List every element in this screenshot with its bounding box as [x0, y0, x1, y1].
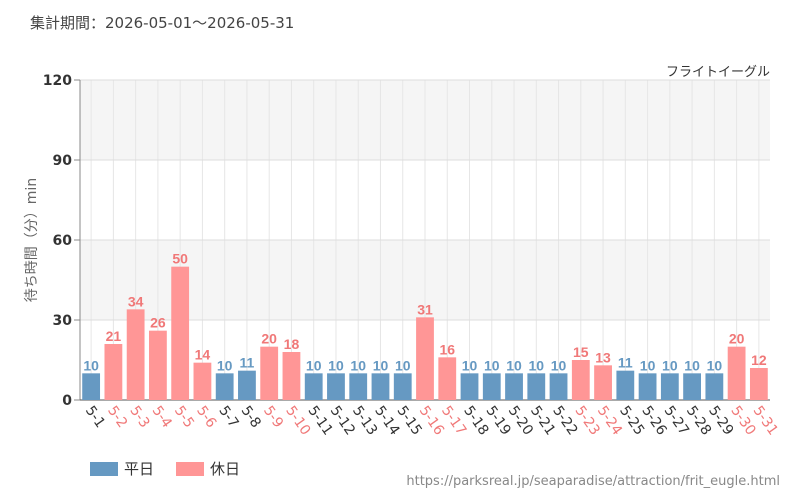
x-tick-label: 5-4: [149, 403, 175, 431]
x-tick-label: 5-7: [215, 403, 241, 431]
bar-value-label: 10: [640, 357, 656, 373]
attraction-name: フライトイーグル: [665, 65, 770, 80]
bar-5-1: [82, 373, 101, 400]
x-tick-label: 5-1: [82, 403, 108, 431]
legend: 平日 休日: [90, 458, 262, 479]
bar-value-label: 10: [328, 357, 344, 373]
x-tick-label: 5-9: [260, 403, 286, 431]
x-tick-label: 5-2: [104, 403, 130, 431]
legend-label-holiday: 休日: [210, 460, 241, 478]
bar-5-23: [571, 360, 590, 400]
bar-value-label: 20: [261, 331, 277, 347]
x-tick-label: 5-3: [126, 403, 152, 431]
x-tick-label: 5-8: [238, 403, 264, 431]
bar-5-21: [527, 373, 546, 400]
bar-value-label: 15: [573, 344, 589, 360]
x-tick-label: 5-5: [171, 403, 197, 431]
y-tick-label: 90: [53, 153, 73, 169]
bar-5-25: [616, 370, 635, 400]
bar-value-label: 18: [284, 336, 300, 352]
bar-value-label: 10: [83, 357, 99, 373]
bar-value-label: 11: [618, 355, 633, 371]
bar-value-label: 10: [506, 357, 522, 373]
bar-5-26: [638, 373, 657, 400]
bar-value-label: 10: [373, 357, 389, 373]
bar-5-11: [304, 373, 323, 400]
x-tick-label: 5-31: [750, 403, 781, 438]
bar-value-label: 10: [662, 357, 678, 373]
legend-item-holiday: 休日: [176, 458, 240, 479]
legend-label-weekday: 平日: [124, 460, 155, 478]
bar-value-label: 12: [751, 352, 767, 368]
bar-5-13: [349, 373, 368, 400]
legend-item-weekday: 平日: [90, 458, 154, 479]
bar-5-5: [171, 266, 190, 400]
bar-value-label: 10: [707, 357, 723, 373]
bar-value-label: 14: [195, 347, 211, 363]
bar-5-12: [327, 373, 345, 400]
bar-5-14: [371, 373, 390, 400]
legend-swatch-holiday: [176, 461, 205, 476]
bar-value-label: 21: [106, 328, 122, 344]
bar-5-31: [749, 368, 768, 400]
bar-5-28: [683, 373, 701, 400]
bar-5-29: [705, 373, 724, 400]
y-tick-label: 30: [53, 313, 73, 329]
bar-5-20: [505, 373, 523, 400]
bar-value-label: 11: [240, 355, 255, 371]
bar-5-30: [727, 346, 746, 400]
bar-5-22: [549, 373, 568, 400]
bar-value-label: 34: [128, 293, 144, 309]
bar-value-label: 10: [350, 357, 366, 373]
bar-value-label: 13: [595, 349, 611, 365]
y-tick-label: 120: [43, 73, 72, 89]
bar-5-24: [594, 365, 612, 400]
bar-5-4: [149, 330, 167, 400]
bar-value-label: 16: [439, 341, 455, 357]
bar-value-label: 10: [484, 357, 500, 373]
bar-value-label: 31: [417, 301, 433, 317]
bar-5-7: [215, 373, 234, 400]
bar-5-17: [438, 357, 457, 400]
bar-5-15: [393, 373, 412, 400]
bar-value-label: 10: [551, 357, 567, 373]
bar-value-label: 10: [462, 357, 478, 373]
bar-value-label: 10: [529, 357, 545, 373]
bar-value-label: 50: [172, 251, 188, 267]
x-tick-label: 5-6: [193, 403, 219, 431]
bar-5-19: [482, 373, 501, 400]
source-url: https://parksreal.jp/seaparadise/attract…: [406, 474, 780, 489]
bar-5-16: [416, 317, 434, 400]
bar-5-3: [126, 309, 145, 400]
bar-value-label: 10: [395, 357, 411, 373]
y-tick-label: 0: [62, 393, 72, 409]
bar-5-18: [460, 373, 479, 400]
bar-5-6: [193, 362, 212, 400]
bar-value-label: 10: [217, 357, 233, 373]
bar-value-label: 20: [729, 331, 745, 347]
bar-5-27: [660, 373, 679, 400]
bar-5-9: [260, 346, 279, 400]
bar-value-label: 10: [306, 357, 322, 373]
bar-5-8: [238, 370, 256, 400]
period-label: 集計期間：2026-05-01～2026-05-31: [30, 14, 295, 32]
bar-value-label: 10: [684, 357, 700, 373]
bar-value-label: 26: [150, 315, 166, 331]
bar-5-2: [104, 344, 123, 400]
bar-5-10: [282, 352, 301, 400]
legend-swatch-weekday: [90, 461, 118, 476]
y-tick-label: 60: [53, 233, 73, 249]
